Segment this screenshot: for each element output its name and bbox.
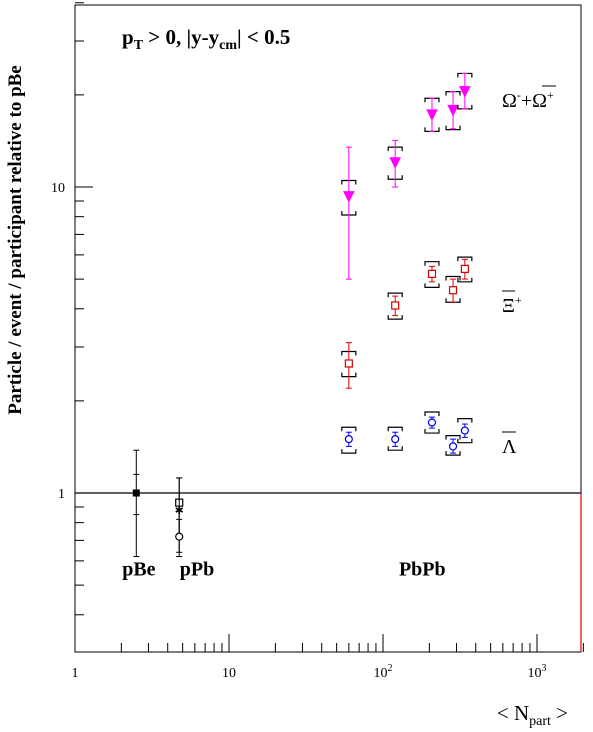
data-point-group bbox=[387, 426, 403, 451]
data-point-group bbox=[457, 256, 473, 283]
plot-border bbox=[74, 4, 582, 653]
y-tick-label: 1 bbox=[58, 487, 65, 502]
sys-bracket-top bbox=[341, 426, 357, 432]
sys-bracket-bottom bbox=[445, 451, 461, 456]
data-point bbox=[391, 301, 400, 310]
data-point-group bbox=[424, 97, 440, 132]
system-label: pBe bbox=[122, 559, 155, 581]
x-tick-label: 10 bbox=[222, 666, 236, 681]
data-point bbox=[460, 264, 469, 273]
x-axis-label: < Npart > bbox=[497, 701, 568, 729]
data-point bbox=[391, 435, 400, 444]
data-point-group bbox=[132, 449, 140, 558]
data-point bbox=[447, 104, 459, 117]
sys-bracket-bottom bbox=[341, 449, 357, 454]
y-tick-label: 10 bbox=[51, 181, 65, 196]
chart-labels: 1 10 102 103 1 10 < Npart > pT > 0, |y-ycm| < 0… bbox=[51, 25, 568, 729]
data-point-group bbox=[341, 426, 357, 454]
y-axis-label-wrap: Particle / event / participant relative … bbox=[5, 65, 26, 414]
sys-bracket-bottom bbox=[457, 438, 473, 444]
sys-bracket-top bbox=[387, 292, 403, 298]
sys-bracket-bottom bbox=[457, 277, 473, 283]
data-point bbox=[427, 269, 437, 279]
x-tick-label: 103 bbox=[528, 663, 547, 681]
kinematic-cut-label: pT > 0, |y-ycm| < 0.5 bbox=[122, 25, 290, 53]
sys-bracket-top bbox=[424, 411, 440, 416]
sys-bracket-top bbox=[387, 426, 403, 432]
data-point-group bbox=[387, 292, 403, 320]
data-point bbox=[459, 86, 471, 98]
sys-bracket-top bbox=[445, 435, 461, 440]
x-tick-label: 1 bbox=[72, 666, 79, 681]
data-point bbox=[448, 286, 458, 295]
data-point bbox=[460, 426, 469, 435]
data-point-group bbox=[341, 146, 357, 280]
data-point-group bbox=[424, 261, 440, 288]
data-point-group bbox=[457, 72, 473, 110]
data-point-group bbox=[445, 275, 461, 303]
data-point-group bbox=[424, 411, 440, 434]
data-point bbox=[448, 442, 458, 451]
y-axis-label: Particle / event / participant relative … bbox=[5, 65, 26, 414]
data-point-group bbox=[445, 435, 461, 456]
sys-bracket-bottom bbox=[387, 315, 403, 320]
system-label: PbPb bbox=[399, 559, 446, 581]
sys-bracket-bottom bbox=[445, 125, 461, 131]
data-point: ✱ bbox=[175, 505, 184, 517]
series-label-xi: Ξ+ bbox=[502, 293, 522, 317]
data-point bbox=[389, 157, 402, 169]
data-point bbox=[132, 489, 140, 497]
sys-bracket-top bbox=[424, 261, 440, 266]
data-point bbox=[426, 109, 438, 122]
x-tick-label: 102 bbox=[374, 663, 393, 681]
system-label: pPb bbox=[180, 559, 214, 581]
series-label-omega: Ω-+Ω+ bbox=[502, 88, 554, 112]
data-point-group bbox=[387, 139, 403, 188]
data-point bbox=[344, 435, 353, 444]
sys-bracket-top bbox=[457, 256, 473, 262]
sys-bracket-bottom bbox=[387, 446, 403, 451]
sys-bracket-bottom bbox=[424, 283, 440, 288]
data-point-group bbox=[457, 418, 473, 444]
data-point bbox=[343, 191, 355, 203]
sys-bracket-bottom bbox=[424, 429, 440, 434]
data-point bbox=[427, 418, 437, 427]
data-point-group bbox=[445, 91, 461, 131]
series-label-lambda: Λ bbox=[502, 436, 517, 458]
data-point bbox=[175, 532, 184, 541]
sys-bracket-top bbox=[457, 418, 473, 423]
sys-bracket-top bbox=[445, 275, 461, 281]
data-point-group bbox=[175, 518, 184, 558]
data-point bbox=[344, 359, 353, 368]
data-point-group bbox=[341, 342, 357, 389]
data-points: ✱ bbox=[132, 72, 473, 558]
plot-frame bbox=[74, 4, 582, 653]
